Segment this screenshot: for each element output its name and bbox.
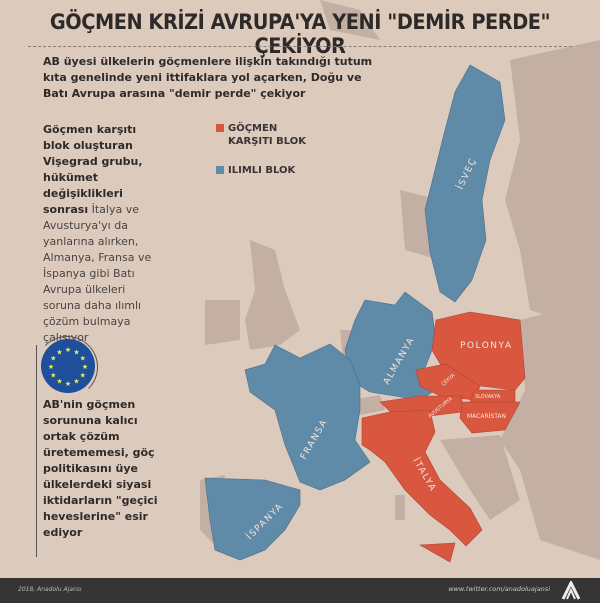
- visegrad-text: Göçmen karşıtı blok oluşturan Vişegrad g…: [43, 122, 163, 346]
- country-italy: [361, 409, 483, 547]
- label-slovakia: SLOVAKYA: [475, 394, 501, 400]
- moderate-bloc: [204, 64, 506, 561]
- visegrad-text-normal: İtalya ve Avusturya'yı da yanlarına alır…: [43, 203, 152, 344]
- eu-star-icon: ★: [56, 348, 62, 356]
- footer: 2018, Anadolu Ajansı www.twitter.com/ana…: [0, 578, 600, 603]
- intro-text: AB üyesi ülkelerin göçmenlere ilişkin ta…: [43, 55, 373, 100]
- legend-swatch-red: [216, 124, 224, 132]
- country-france: [244, 343, 371, 491]
- page-title: GÖÇMEN KRİZİ AVRUPA'YA YENİ "DEMİR PERDE…: [49, 10, 551, 58]
- eu-star-icon: ★: [73, 348, 79, 356]
- eu-star-icon: ★: [82, 363, 88, 371]
- eu-star-icon: ★: [73, 378, 79, 386]
- copyright: 2018, Anadolu Ajansı: [18, 586, 82, 593]
- legend-label: ILIMLI BLOK: [228, 165, 296, 176]
- eu-text: AB'nin göçmen sorununa kalıcı ortak çözü…: [43, 398, 158, 539]
- visegrad-text-bold: Göçmen karşıtı blok oluşturan Vişegrad g…: [43, 123, 143, 216]
- divider: [28, 46, 572, 47]
- country-sweden: [424, 64, 506, 303]
- country-spain: [204, 477, 301, 561]
- eu-star-icon: ★: [50, 372, 56, 380]
- country-sicily: [418, 542, 456, 563]
- label-poland: POLONYA: [460, 341, 512, 351]
- country-hungary: [459, 401, 521, 434]
- eu-star-icon: ★: [50, 355, 56, 363]
- eu-star-icon: ★: [65, 346, 71, 354]
- eu-flag-icon: ★★★★★★★★★ ★ ★★: [41, 339, 95, 393]
- eu-star-icon: ★: [56, 378, 62, 386]
- eu-star-icon: ★: [80, 372, 86, 380]
- anti-bloc: [361, 311, 526, 563]
- legend-swatch-blue: [216, 166, 224, 174]
- anadolu-logo-icon: [561, 581, 581, 600]
- eu-star-icon: ★: [80, 355, 86, 363]
- legend-item-anti: GÖÇMEN KARŞITI BLOK: [216, 122, 308, 148]
- label-hungary: MACARİSTAN: [467, 413, 506, 420]
- legend: GÖÇMEN KARŞITI BLOK ILIMLI BLOK: [216, 122, 308, 193]
- legend-item-moderate: ILIMLI BLOK: [216, 164, 308, 177]
- legend-label: GÖÇMEN KARŞITI BLOK: [228, 123, 307, 147]
- decorative-line: [36, 345, 37, 557]
- eu-star-icon: ★: [48, 363, 54, 371]
- twitter-link[interactable]: www.twitter.com/anadoluajansi: [448, 585, 550, 593]
- decorative-arc: [36, 336, 98, 398]
- eu-star-icon: ★: [65, 380, 71, 388]
